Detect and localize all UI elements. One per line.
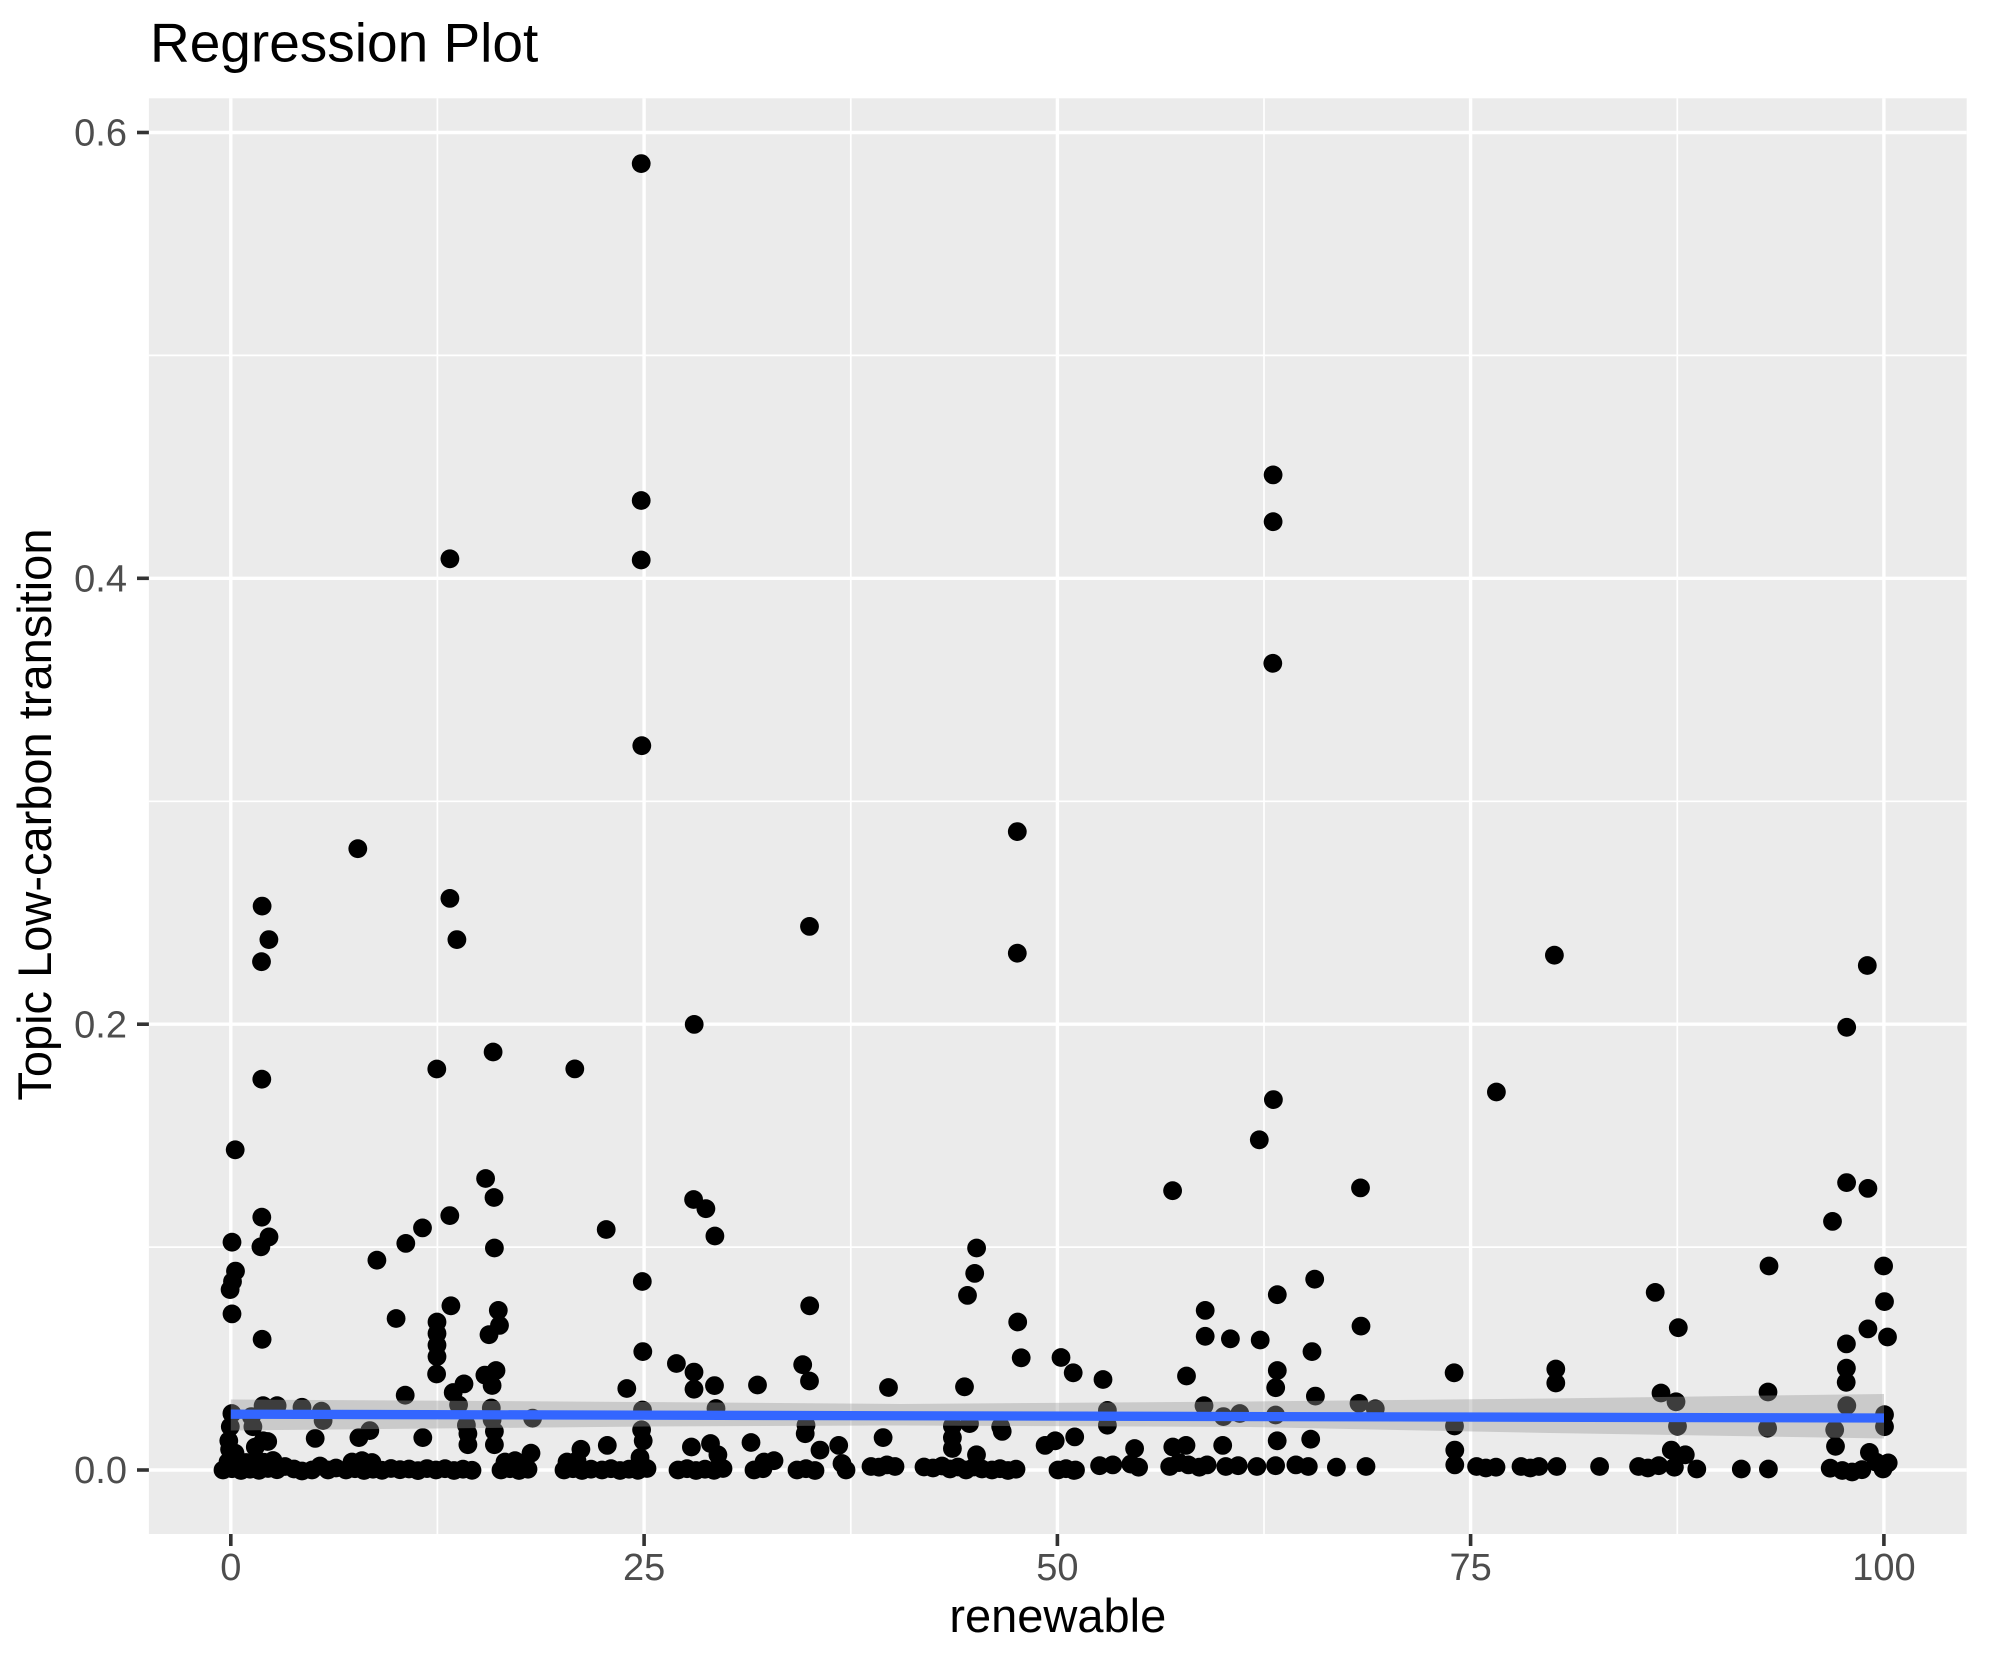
svg-text:75: 75 [1449,1547,1491,1589]
svg-text:0: 0 [220,1547,241,1589]
svg-text:0.4: 0.4 [74,559,127,601]
svg-text:0.6: 0.6 [74,113,127,155]
svg-text:Topic Low-carbon transition: Topic Low-carbon transition [8,529,61,1101]
svg-text:0.0: 0.0 [74,1450,127,1492]
svg-text:0.2: 0.2 [74,1004,127,1046]
svg-text:25: 25 [623,1547,665,1589]
svg-text:100: 100 [1852,1547,1915,1589]
svg-text:Regression Plot: Regression Plot [150,12,538,74]
svg-text:renewable: renewable [949,1589,1166,1642]
svg-text:50: 50 [1036,1547,1078,1589]
